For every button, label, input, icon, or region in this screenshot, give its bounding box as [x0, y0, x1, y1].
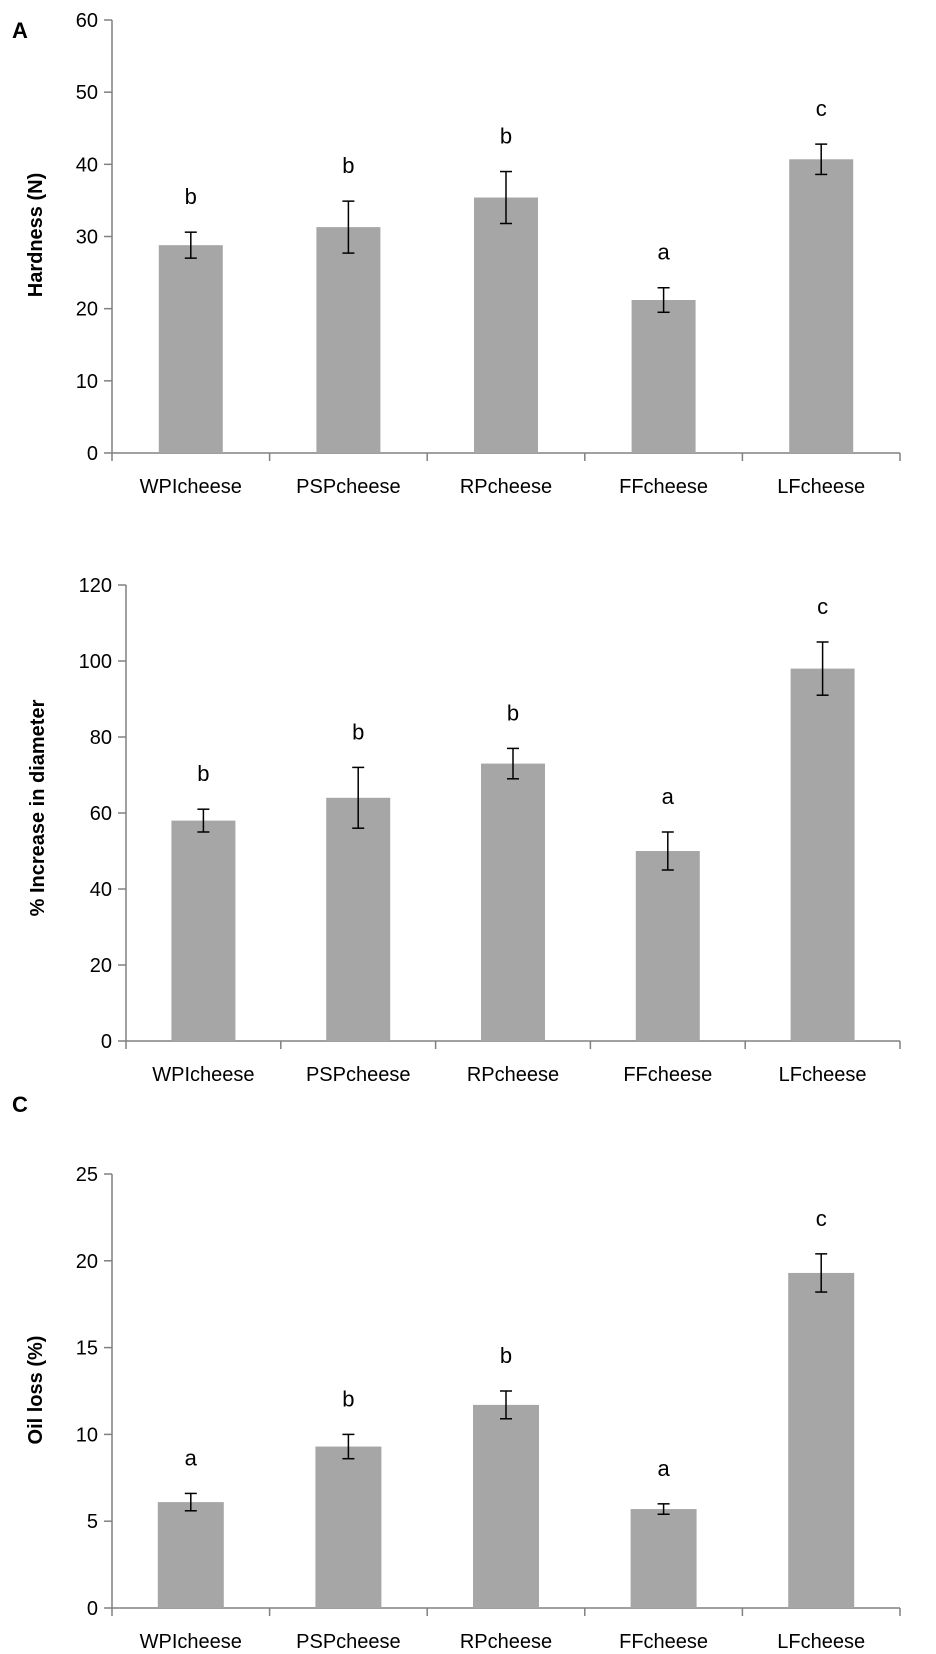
chart-3-y-tick-label: 0 [87, 1598, 98, 1620]
chart-1-bar-RPcheese [474, 197, 538, 453]
chart-2-y-tick-label: 0 [101, 1031, 112, 1053]
chart-1-y-tick-label: 10 [76, 371, 98, 393]
chart-1-significance-RPcheese: b [500, 124, 512, 149]
chart-1-bar-WPIcheese [158, 245, 223, 453]
chart-1-significance-LFcheese: c [816, 96, 827, 121]
chart-3-category-label-WPIcheese: WPIcheese [140, 1631, 242, 1653]
chart-1-significance-FFcheese: a [657, 240, 670, 265]
chart-1-panel-label: A [12, 18, 28, 43]
chart-3-y-tick-label: 25 [76, 1164, 98, 1186]
chart-2-y-tick-label: 40 [90, 879, 112, 901]
chart-1-bar-FFcheese [631, 300, 696, 453]
chart-2-bar-WPIcheese [171, 820, 236, 1041]
chart-1-y-tick-label: 60 [76, 10, 98, 32]
chart-2-significance-FFcheese: a [662, 784, 675, 809]
chart-1-bar-LFcheese [789, 159, 854, 453]
chart-3-bar-RPcheese [473, 1404, 539, 1608]
chart-1-category-label-RPcheese: RPcheese [460, 476, 552, 498]
chart-1-y-tick-label: 40 [76, 154, 98, 176]
chart-3-y-tick-label: 15 [76, 1338, 98, 1360]
chart-1-bar-PSPcheese [316, 227, 381, 453]
chart-2-significance-PSPcheese: b [352, 719, 364, 744]
chart-2-category-label-WPIcheese: WPIcheese [152, 1064, 254, 1086]
chart-2-significance-RPcheese: b [507, 700, 519, 725]
chart-2-significance-WPIcheese: b [197, 761, 209, 786]
chart-2-y-tick-label: 80 [90, 727, 112, 749]
chart-1-y-tick-label: 30 [76, 227, 98, 249]
chart-3-y-tick-label: 10 [76, 1424, 98, 1446]
chart-3-significance-LFcheese: c [816, 1206, 827, 1231]
chart-3-bar-FFcheese [630, 1509, 697, 1608]
chart-2-y-tick-label: 120 [79, 575, 112, 597]
chart-2-y-tick-label: 100 [79, 651, 112, 673]
chart-1-y-axis-title: Hardness (N) [25, 173, 47, 297]
chart-2-y-axis-title: % Increase in diameter [27, 699, 49, 916]
chart-3-category-label-RPcheese: RPcheese [460, 1631, 552, 1653]
chart-1-y-tick-label: 20 [76, 299, 98, 321]
chart-1-significance-WPIcheese: b [185, 184, 197, 209]
chart-1-category-label-WPIcheese: WPIcheese [140, 476, 242, 498]
chart-1-category-label-PSPcheese: PSPcheese [296, 476, 401, 498]
chart-1-y-tick-label: 0 [87, 443, 98, 465]
chart-3-significance-RPcheese: b [500, 1343, 512, 1368]
chart-1-significance-PSPcheese: b [342, 153, 354, 178]
chart-3-bar-LFcheese [788, 1272, 855, 1608]
chart-3-panel-label: C [12, 1092, 28, 1117]
chart-3-significance-PSPcheese: b [342, 1386, 354, 1411]
chart-2-bar-LFcheese [790, 668, 855, 1041]
chart-3-category-label-PSPcheese: PSPcheese [296, 1631, 401, 1653]
chart-2-category-label-RPcheese: RPcheese [467, 1064, 559, 1086]
chart-1-category-label-FFcheese: FFcheese [619, 476, 708, 498]
chart-3-y-tick-label: 5 [87, 1511, 98, 1533]
chart-2-bar-FFcheese [635, 851, 700, 1041]
chart-1-category-label-LFcheese: LFcheese [777, 476, 865, 498]
chart-2-significance-LFcheese: c [817, 594, 828, 619]
chart-2-bar-PSPcheese [326, 797, 391, 1041]
chart-2-bar-RPcheese [481, 763, 545, 1041]
chart-3-y-axis-title: Oil loss (%) [25, 1336, 47, 1445]
chart-3-category-label-LFcheese: LFcheese [777, 1631, 865, 1653]
chart-1-y-tick-label: 50 [76, 82, 98, 104]
chart-3-category-label-FFcheese: FFcheese [619, 1631, 708, 1653]
chart-2-y-tick-label: 60 [90, 803, 112, 825]
chart-3-y-tick-label: 20 [76, 1251, 98, 1273]
chart-2-category-label-PSPcheese: PSPcheese [306, 1064, 411, 1086]
chart-2-category-label-FFcheese: FFcheese [623, 1064, 712, 1086]
chart-3-significance-WPIcheese: a [185, 1445, 198, 1470]
chart-3-bar-WPIcheese [157, 1502, 224, 1608]
chart-2-y-tick-label: 20 [90, 955, 112, 977]
chart-3-significance-FFcheese: a [657, 1456, 670, 1481]
chart-2-category-label-LFcheese: LFcheese [779, 1064, 867, 1086]
chart-3-bar-PSPcheese [315, 1446, 382, 1608]
